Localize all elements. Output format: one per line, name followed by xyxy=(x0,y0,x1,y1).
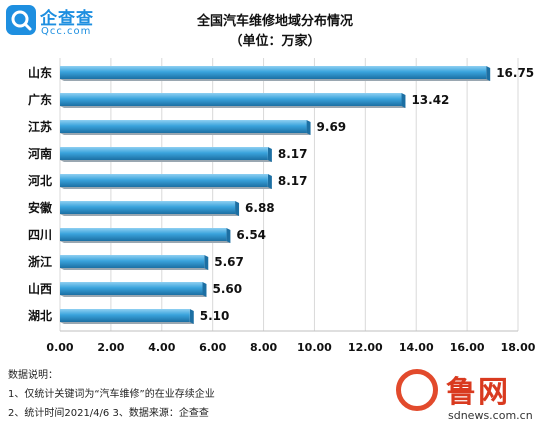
value-label: 16.75 xyxy=(496,66,534,80)
bar-shadow xyxy=(60,187,272,189)
bar-side xyxy=(267,147,272,162)
bar-side xyxy=(202,282,207,297)
bar xyxy=(60,309,190,322)
x-tick-label: 6.00 xyxy=(199,341,226,354)
bar-side xyxy=(486,66,491,81)
value-label: 6.88 xyxy=(245,201,275,215)
bar xyxy=(60,255,205,268)
bar-side xyxy=(235,201,240,216)
bar xyxy=(60,93,402,106)
bar-chart: 0.00 2.00 4.00 6.00 8.00 10.00 12.00 14.00 16.00… xyxy=(27,58,536,354)
sdnews-logo-icon xyxy=(396,369,438,411)
category-label: 四川 xyxy=(28,228,52,242)
qcc-logo-icon xyxy=(6,5,36,35)
bar-shadow xyxy=(60,79,491,81)
bar-side xyxy=(267,174,272,189)
x-tick-label: 0.00 xyxy=(46,341,73,354)
value-label: 5.60 xyxy=(212,282,242,296)
logo-name: 企查查 xyxy=(40,9,94,29)
category-label: 山西 xyxy=(28,281,52,296)
bar-shadow xyxy=(60,241,231,243)
bar xyxy=(60,201,236,214)
bar xyxy=(60,66,487,79)
x-tick-label: 8.00 xyxy=(250,341,277,354)
category-label: 广东 xyxy=(28,92,52,107)
bar-side xyxy=(306,120,311,135)
x-tick-label: 18.00 xyxy=(501,341,536,354)
watermark-name: 鲁网 xyxy=(446,375,510,410)
watermark-url: sdnews.com.cn xyxy=(448,409,533,422)
bar-shadow xyxy=(60,214,240,216)
bar-side xyxy=(189,309,194,324)
value-label: 9.69 xyxy=(317,120,347,134)
notes-line-2: 2、统计时间2021/4/6 3、数据来源：企查查 xyxy=(8,408,209,419)
bar xyxy=(60,147,268,160)
bar-side xyxy=(401,93,406,108)
value-label: 13.42 xyxy=(411,93,449,107)
qcc-logo: 企查查 Qcc.com xyxy=(6,4,126,40)
value-label: 5.67 xyxy=(214,255,244,269)
category-label: 河北 xyxy=(27,173,52,188)
bar xyxy=(60,120,307,133)
value-label: 5.10 xyxy=(200,309,230,323)
value-label: 8.17 xyxy=(278,147,308,161)
notes-line-1: 1、仅统计关键词为“汽车维修”的在业存续企业 xyxy=(8,389,215,400)
bar-shadow xyxy=(60,322,194,324)
category-label: 江苏 xyxy=(28,119,52,134)
bar-shadow xyxy=(60,268,209,270)
logo-domain: Qcc.com xyxy=(41,26,92,37)
sdnews-watermark: 鲁网 sdnews.com.cn xyxy=(396,365,546,425)
value-label: 6.54 xyxy=(236,228,266,242)
bar-side xyxy=(226,228,231,243)
bar-shadow xyxy=(60,133,311,135)
chart-subtitle: （单位：万家） xyxy=(229,34,321,49)
bar xyxy=(60,228,227,241)
x-tick-label: 14.00 xyxy=(399,341,434,354)
x-tick-label: 4.00 xyxy=(148,341,175,354)
data-notes: 数据说明： 1、仅统计关键词为“汽车维修”的在业存续企业 2、统计时间2021/… xyxy=(8,366,215,423)
chart-title: 全国汽车维修地域分布情况 xyxy=(196,14,353,29)
category-label: 浙江 xyxy=(28,254,52,269)
category-label: 湖北 xyxy=(28,308,52,323)
x-tick-label: 10.00 xyxy=(297,341,332,354)
category-label: 河南 xyxy=(27,146,52,161)
bar-side xyxy=(204,255,209,270)
bar xyxy=(60,282,203,295)
bar-shadow xyxy=(60,295,207,297)
x-tick-label: 12.00 xyxy=(348,341,383,354)
bar-shadow xyxy=(60,160,272,162)
category-label: 安徽 xyxy=(28,200,53,215)
category-label: 山东 xyxy=(28,65,52,80)
value-label: 8.17 xyxy=(278,174,308,188)
bar-shadow xyxy=(60,106,406,108)
x-tick-label: 2.00 xyxy=(97,341,124,354)
notes-heading: 数据说明： xyxy=(8,370,58,381)
bar xyxy=(60,174,268,187)
x-tick-label: 16.00 xyxy=(450,341,485,354)
